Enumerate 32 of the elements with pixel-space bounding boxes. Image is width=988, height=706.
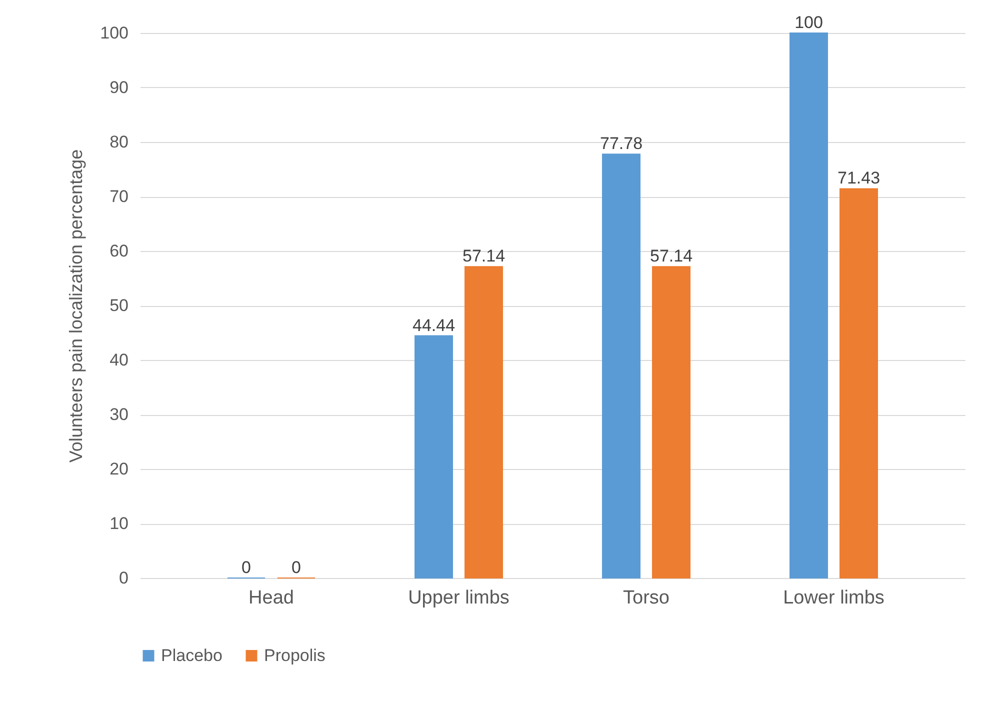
- y-tick-label: 100: [100, 24, 128, 42]
- y-tick-label: 70: [110, 187, 128, 206]
- y-tick-label: 10: [110, 514, 128, 533]
- legend-label: Propolis: [264, 646, 326, 665]
- bar: [790, 32, 828, 578]
- data-label: 57.14: [462, 246, 506, 266]
- data-label: 71.43: [837, 168, 880, 188]
- bar: [602, 154, 640, 578]
- legend-label: Placebo: [161, 646, 222, 665]
- y-tick-label: 80: [110, 132, 128, 152]
- data-label: 100: [794, 13, 823, 32]
- y-tick-label: 30: [110, 405, 128, 424]
- data-label: 44.44: [412, 316, 456, 335]
- x-tick-label: Torso: [623, 588, 670, 608]
- data-label: 0: [292, 558, 301, 577]
- y-tick-label: 0: [119, 568, 128, 588]
- x-tick-label: Upper limbs: [408, 588, 510, 608]
- data-label: 57.14: [650, 246, 693, 266]
- data-label: 0: [242, 558, 251, 577]
- y-tick-label: 90: [110, 78, 128, 97]
- bar: [464, 266, 503, 578]
- data-label: 77.78: [600, 134, 643, 154]
- y-axis-title: Volunteers pain localization percentage: [66, 149, 86, 463]
- x-tick-label: Lower limbs: [783, 588, 884, 608]
- y-tick-label: 20: [110, 460, 128, 478]
- x-tick-label: Head: [248, 588, 294, 608]
- bar: [414, 335, 453, 578]
- y-tick-label: 50: [110, 296, 128, 315]
- y-tick-label: 60: [110, 242, 128, 260]
- y-tick-label: 40: [110, 350, 128, 370]
- bar: [652, 266, 690, 578]
- bar: [840, 188, 878, 578]
